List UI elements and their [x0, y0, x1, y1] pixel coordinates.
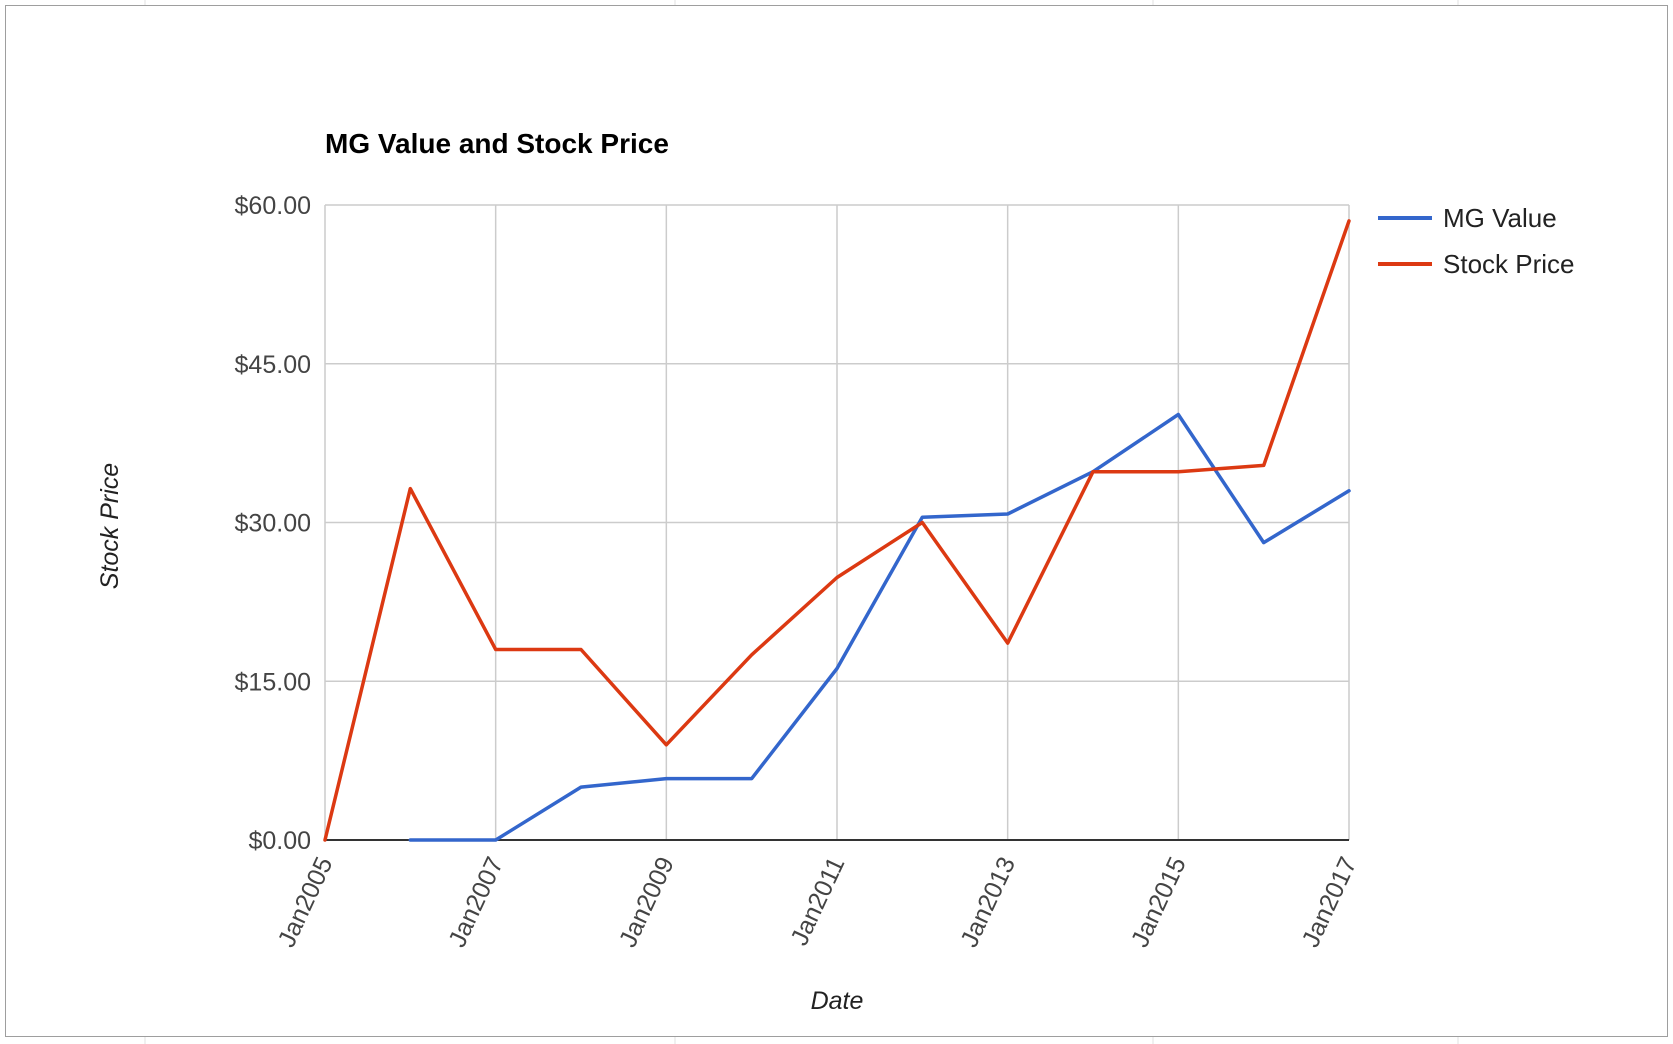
series-line-1[interactable] [323, 219, 1351, 842]
y-tick-label: $15.00 [235, 668, 311, 696]
chart-legend: MG Value Stock Price [1378, 203, 1575, 279]
y-tick-label: $60.00 [235, 192, 311, 220]
y-tick-label: $30.00 [235, 510, 311, 538]
chart-title: MG Value and Stock Price [325, 128, 669, 159]
x-tick-label: Jan2009 [614, 853, 680, 952]
y-tick-label: $0.00 [248, 827, 311, 855]
x-tick-label: Jan2015 [1126, 853, 1192, 952]
chart-gridlines [324, 204, 1350, 840]
x-tick-label: Jan2007 [443, 853, 509, 952]
x-tick-label: Jan2013 [955, 853, 1021, 952]
line-chart: MG Value and Stock Price $0.00 $15.00 $30.… [96, 128, 1575, 1015]
legend-label: MG Value [1443, 203, 1557, 233]
x-tick-label: Jan2017 [1297, 853, 1363, 952]
chart-series [323, 219, 1351, 842]
x-axis-tick-labels: Jan2005 Jan2007 Jan2009 Jan2011 Jan2013 Jan20… [273, 853, 1363, 952]
x-tick-label: Jan2005 [273, 853, 339, 952]
legend-label: Stock Price [1443, 249, 1575, 279]
y-axis-tick-labels: $0.00 $15.00 $30.00 $45.00 $60.00 [235, 192, 311, 855]
y-tick-label: $45.00 [235, 351, 311, 379]
chart-card[interactable]: MG Value and Stock Price $0.00 $15.00 $30.… [5, 5, 1668, 1037]
y-axis-title: Stock Price [96, 463, 124, 589]
x-axis-title: Date [811, 987, 864, 1015]
series-line-0[interactable] [408, 412, 1351, 842]
x-tick-label: Jan2011 [785, 853, 850, 950]
